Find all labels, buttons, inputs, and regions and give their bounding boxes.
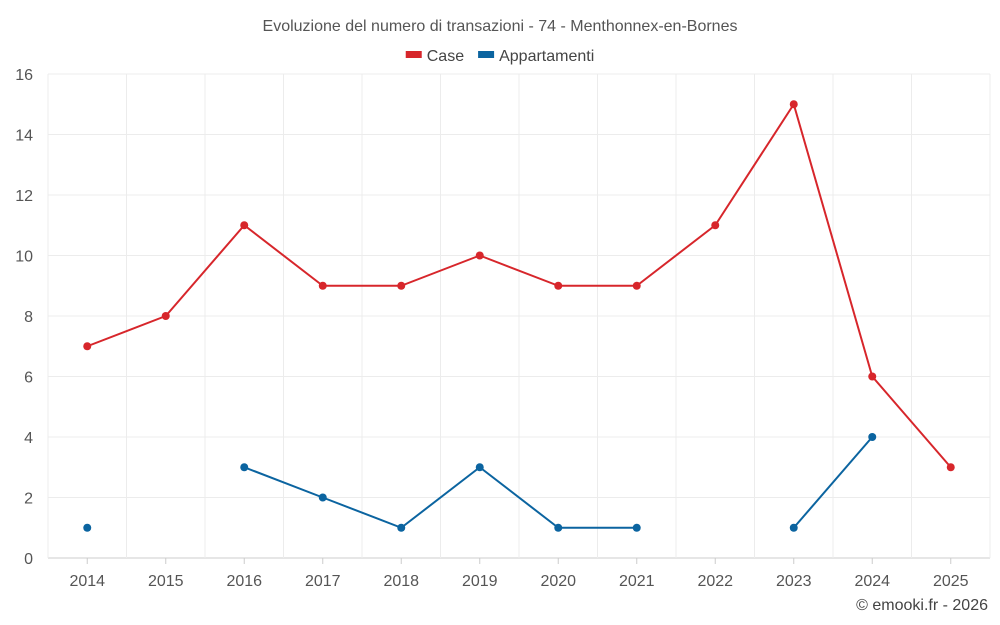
x-tick-label-2020: 2020	[540, 573, 576, 590]
y-tick-label-0: 0	[24, 551, 33, 568]
y-tick-label-10: 10	[15, 249, 33, 266]
point-case-2023	[789, 100, 798, 109]
point-appartamenti-2019	[475, 463, 484, 472]
point-case-2016	[240, 221, 249, 230]
x-tick-label-2023: 2023	[776, 573, 812, 590]
point-appartamenti-2018	[397, 523, 406, 532]
series-line-case-0	[86, 103, 952, 468]
point-appartamenti-2017	[318, 493, 327, 502]
series-line-appartamenti-2	[792, 436, 874, 529]
point-case-2018	[397, 281, 406, 290]
x-tick-label-2022: 2022	[697, 573, 733, 590]
point-appartamenti-2014	[83, 523, 92, 532]
x-axis-ticks: 2014 2015 2016 2017 2018 2019 2020 2021 2022 2023…	[69, 558, 969, 590]
point-appartamenti-2016	[240, 463, 249, 472]
y-tick-label-6: 6	[24, 370, 33, 387]
chart-title: Evoluzione del numero di transazioni - 7…	[263, 18, 738, 35]
legend-item-appartamenti: Appartamenti	[478, 48, 594, 65]
legend-label-case: Case	[427, 48, 464, 65]
y-tick-label-8: 8	[24, 309, 33, 326]
point-case-2019	[475, 251, 484, 260]
x-gridlines	[47, 74, 991, 558]
legend-label-appartamenti: Appartamenti	[499, 48, 594, 65]
credit-text: © emooki.fr - 2026	[856, 597, 988, 614]
x-tick-label-2014: 2014	[69, 573, 105, 590]
point-case-2020	[554, 281, 563, 290]
y-tick-label-4: 4	[24, 430, 33, 447]
series-line-appartamenti-1	[243, 466, 637, 529]
x-tick-label-2018: 2018	[383, 573, 419, 590]
point-case-2021	[632, 281, 641, 290]
x-tick-label-2019: 2019	[462, 573, 498, 590]
x-tick-label-2025: 2025	[933, 573, 969, 590]
legend: Case Appartamenti	[405, 48, 594, 65]
x-tick-label-2024: 2024	[854, 573, 890, 590]
series-appartamenti	[83, 433, 877, 532]
point-appartamenti-2024	[868, 433, 877, 441]
point-appartamenti-2023	[789, 523, 798, 532]
y-tick-label-14: 14	[15, 128, 33, 145]
x-tick-label-2015: 2015	[148, 573, 184, 590]
point-appartamenti-2021	[632, 523, 641, 532]
legend-item-case: Case	[405, 48, 464, 65]
point-case-2025	[946, 463, 955, 472]
y-tick-label-2: 2	[24, 491, 33, 508]
series-layer	[83, 100, 955, 532]
y-tick-label-12: 12	[15, 188, 33, 205]
point-case-2022	[711, 221, 720, 230]
x-tick-label-2016: 2016	[226, 573, 262, 590]
point-case-2024	[868, 372, 877, 381]
point-case-2014	[83, 342, 92, 351]
point-case-2015	[161, 312, 170, 320]
legend-swatch-appartamenti	[478, 51, 495, 58]
y-tick-label-16: 16	[15, 67, 33, 84]
x-tick-label-2017: 2017	[305, 573, 341, 590]
point-appartamenti-2020	[554, 523, 563, 532]
y-axis-ticks: 0 2 4 6 8 10 12 14 16	[15, 67, 33, 568]
legend-swatch-case	[405, 51, 422, 58]
x-tick-label-2021: 2021	[619, 573, 655, 590]
series-case	[83, 100, 955, 472]
point-case-2017	[318, 281, 327, 290]
